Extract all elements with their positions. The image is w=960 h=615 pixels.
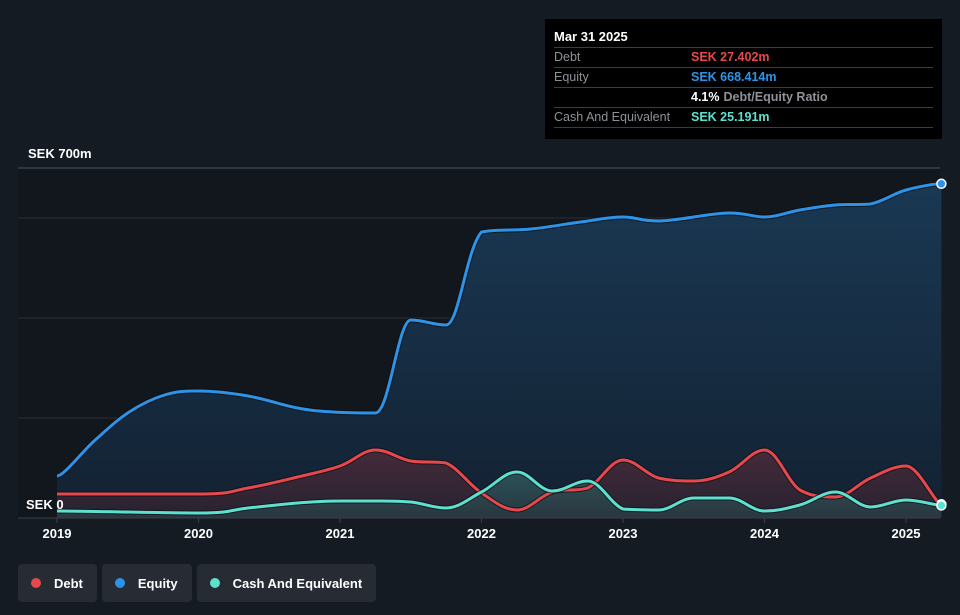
tooltip-ratio-value: 4.1% xyxy=(691,90,720,104)
equity-end-marker[interactable] xyxy=(936,178,947,190)
tooltip: Mar 31 2025 Debt SEK 27.402m Equity SEK … xyxy=(545,19,942,139)
tooltip-date: Mar 31 2025 xyxy=(554,27,933,48)
tooltip-ratio-label: Debt/Equity Ratio xyxy=(723,90,828,104)
tooltip-row-equity: Equity SEK 668.414m xyxy=(554,68,933,87)
legend-label-equity: Equity xyxy=(137,575,178,591)
x-axis: 2019 2020 2021 2022 2023 2024 2025 xyxy=(18,517,940,541)
equity-area xyxy=(57,183,942,519)
x-tick-label: 2023 xyxy=(609,526,638,541)
x-tick-label: 2022 xyxy=(467,526,496,541)
tooltip-cash-label: Cash And Equivalent xyxy=(554,110,671,124)
equity-line xyxy=(56,182,942,478)
legend-item-debt[interactable]: Debt xyxy=(18,564,97,602)
tooltip-equity-label: Equity xyxy=(554,70,589,84)
tooltip-ratio-spacer xyxy=(554,88,691,107)
legend: Debt Equity Cash And Equivalent xyxy=(18,564,377,602)
tooltip-debt-label: Debt xyxy=(554,50,581,64)
equity-dot-icon xyxy=(114,578,125,588)
y-axis-top-label: SEK 700m xyxy=(28,146,92,161)
tooltip-equity-value: SEK 668.414m xyxy=(691,70,777,84)
tooltip-row-ratio: 4.1% Debt/Equity Ratio xyxy=(554,87,933,108)
x-tick-label: 2019 xyxy=(43,526,72,541)
tooltip-row-debt: Debt SEK 27.402m xyxy=(554,48,933,68)
x-tick-label: 2025 xyxy=(892,526,921,541)
cash-and-equivalent-line xyxy=(56,470,942,515)
cash-and-equivalent-end-marker[interactable] xyxy=(936,500,947,511)
legend-label-debt: Debt xyxy=(54,575,83,591)
x-tick-label: 2024 xyxy=(750,526,780,541)
y-axis-zero-label: SEK 0 xyxy=(26,497,64,512)
legend-item-equity[interactable]: Equity xyxy=(101,564,192,602)
x-tick-label: 2020 xyxy=(184,526,213,541)
debt-dot-icon xyxy=(31,578,41,588)
tooltip-debt-value: SEK 27.402m xyxy=(691,50,770,64)
legend-label-cash: Cash And Equivalent xyxy=(232,575,363,591)
tooltip-row-cash: Cash And Equivalent SEK 25.191m xyxy=(554,108,933,128)
cash-dot-icon xyxy=(209,578,220,588)
x-tick-label: 2021 xyxy=(326,526,355,541)
line-layer xyxy=(56,178,947,516)
legend-item-cash[interactable]: Cash And Equivalent xyxy=(196,564,377,602)
tooltip-cash-value: SEK 25.191m xyxy=(691,110,770,124)
